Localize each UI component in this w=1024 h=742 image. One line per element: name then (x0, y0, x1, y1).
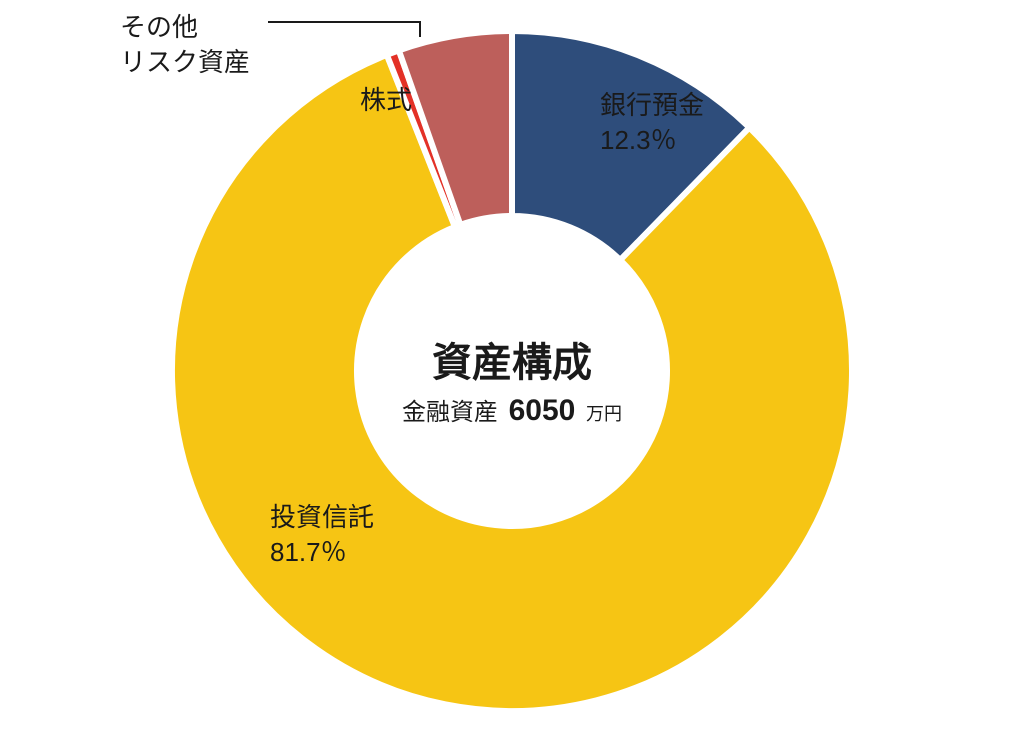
slice-label-stock: 株式 (360, 80, 412, 117)
asset-allocation-chart: 資産構成 金融資産 6050 万円 銀行預金 12.3％ 投資信託 81.7％ … (0, 0, 1024, 742)
donut-svg (0, 0, 1024, 742)
other-line2: リスク資産 (120, 45, 250, 80)
slice-label-other: その他 リスク資産 (120, 10, 250, 80)
other-line1: その他 (120, 10, 250, 45)
leader-line-other (268, 22, 420, 37)
